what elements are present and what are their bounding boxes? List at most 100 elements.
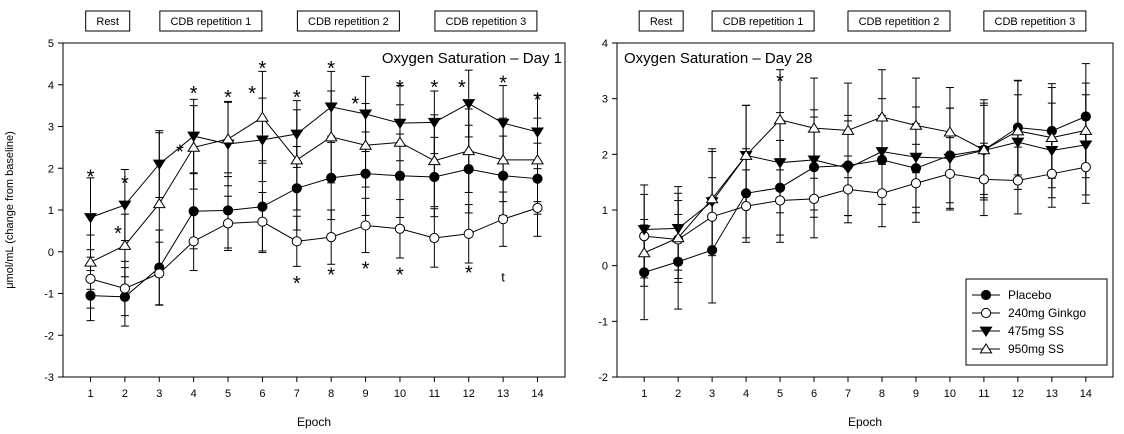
data-point bbox=[290, 129, 304, 140]
data-point bbox=[530, 153, 544, 165]
data-point bbox=[85, 273, 96, 284]
significance-mark: * bbox=[259, 58, 267, 80]
data-point bbox=[84, 256, 98, 267]
data-point bbox=[359, 109, 373, 120]
data-point bbox=[118, 239, 132, 250]
series-markers-2 bbox=[639, 162, 1091, 245]
phase-box: Rest bbox=[85, 10, 131, 32]
significance-mark: * bbox=[776, 71, 784, 93]
legend-item: 475mg SS bbox=[972, 324, 1064, 338]
y-tick-label: -2 bbox=[44, 330, 54, 342]
error-bars-4 bbox=[86, 70, 542, 290]
error-bars-2 bbox=[86, 179, 542, 317]
data-point bbox=[807, 155, 821, 166]
significance-mark: * bbox=[190, 83, 198, 105]
data-point bbox=[291, 236, 302, 247]
data-point bbox=[326, 172, 337, 183]
data-point bbox=[909, 152, 923, 164]
y-tick-label: 1 bbox=[602, 205, 608, 217]
data-point bbox=[910, 163, 922, 174]
phase-box: CDB repetition 2 bbox=[296, 10, 400, 32]
data-point bbox=[222, 218, 234, 229]
series-markers-2 bbox=[85, 202, 543, 294]
significance-mark: * bbox=[224, 87, 232, 109]
significance-mark: * bbox=[114, 223, 122, 245]
data-point bbox=[84, 213, 98, 224]
data-point bbox=[705, 192, 719, 204]
data-point bbox=[498, 170, 509, 181]
significance-mark: * bbox=[176, 141, 184, 163]
data-point bbox=[394, 223, 406, 234]
series-line-2 bbox=[644, 166, 1086, 241]
phase-box-frame bbox=[638, 10, 684, 32]
data-point bbox=[393, 136, 407, 147]
phase-box-frame bbox=[434, 10, 538, 32]
significance-mark: * bbox=[362, 258, 370, 280]
data-point bbox=[1046, 168, 1057, 179]
x-tick-label: 12 bbox=[1012, 388, 1024, 400]
data-point bbox=[807, 122, 821, 133]
x-tick-label: 8 bbox=[879, 388, 885, 400]
data-point bbox=[739, 149, 753, 160]
data-point bbox=[909, 119, 923, 130]
y-tick-label: 1 bbox=[48, 205, 54, 217]
data-point bbox=[875, 111, 889, 122]
phase-box: Rest bbox=[638, 10, 684, 32]
x-tick-label: 14 bbox=[1080, 388, 1092, 400]
y-tick-label: 0 bbox=[602, 261, 608, 273]
y-tick-label: -1 bbox=[44, 289, 54, 301]
x-tick-label: 2 bbox=[122, 388, 128, 400]
chart-title: Oxygen Saturation – Day 28 bbox=[624, 50, 812, 67]
significance-mark: t bbox=[501, 270, 505, 285]
data-point bbox=[637, 225, 651, 236]
x-tick-label: 13 bbox=[1046, 388, 1058, 400]
phase-label: Rest bbox=[96, 16, 119, 28]
plot-frame bbox=[62, 42, 566, 378]
data-point bbox=[255, 111, 269, 122]
phase-box: CDB repetition 2 bbox=[847, 10, 951, 32]
data-point bbox=[671, 223, 685, 235]
error-bars-1 bbox=[86, 124, 542, 327]
data-point bbox=[257, 201, 268, 212]
data-point bbox=[530, 127, 544, 138]
y-tick-label: 4 bbox=[48, 80, 54, 92]
series-markers-4 bbox=[84, 111, 544, 267]
phase-box-frame bbox=[159, 10, 263, 32]
data-point bbox=[119, 291, 130, 302]
data-point bbox=[707, 211, 718, 222]
data-point bbox=[496, 153, 510, 165]
data-point bbox=[773, 113, 787, 125]
x-tick-label: 4 bbox=[191, 388, 197, 400]
phase-box: CDB repetition 1 bbox=[711, 10, 815, 32]
data-point bbox=[427, 154, 441, 166]
data-point bbox=[532, 173, 543, 184]
error-bars-3 bbox=[640, 94, 1090, 275]
data-point bbox=[291, 183, 302, 194]
legend-item: 240mg Ginkgo bbox=[972, 306, 1086, 320]
data-point bbox=[1045, 131, 1059, 143]
series-line-4 bbox=[90, 116, 538, 263]
series-line-1 bbox=[90, 168, 538, 298]
legend-item: 950mg SS bbox=[972, 342, 1064, 356]
data-point bbox=[393, 118, 407, 130]
x-tick-label: 4 bbox=[743, 388, 749, 400]
phase-label: CDB repetition 2 bbox=[308, 16, 389, 28]
phase-box: CDB repetition 1 bbox=[159, 10, 263, 32]
data-point bbox=[463, 163, 474, 175]
data-point bbox=[637, 246, 651, 258]
y-tick-label: 2 bbox=[48, 163, 54, 175]
data-point bbox=[910, 178, 922, 189]
data-point bbox=[773, 158, 787, 169]
x-tick-label: 3 bbox=[156, 388, 162, 400]
data-point bbox=[774, 182, 786, 193]
data-point bbox=[394, 170, 406, 181]
phase-label: CDB repetition 3 bbox=[446, 16, 527, 28]
data-point bbox=[429, 171, 440, 183]
x-tick-label: 6 bbox=[811, 388, 817, 400]
data-point bbox=[290, 153, 304, 165]
phase-label: CDB repetition 3 bbox=[995, 16, 1076, 28]
phase-box-frame bbox=[983, 10, 1087, 32]
data-point bbox=[707, 244, 718, 256]
